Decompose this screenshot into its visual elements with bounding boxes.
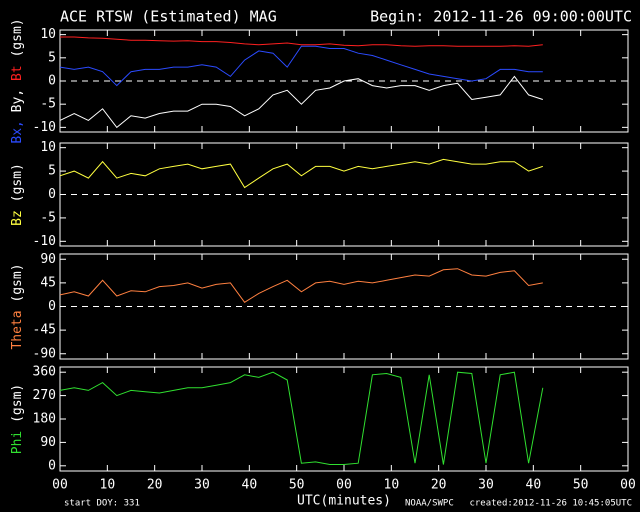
x-tick-label: 30 — [478, 478, 494, 493]
y-tick-label: 0 — [48, 458, 56, 473]
y-tick-label: 5 — [48, 164, 56, 179]
series-line — [59, 268, 543, 303]
y-axis-label-part: Bt — [10, 65, 25, 81]
y-tick-label: 360 — [33, 365, 56, 380]
series-line — [59, 45, 543, 87]
chart-title: ACE RTSW (Estimated) MAG — [60, 8, 277, 26]
y-tick-label: 180 — [33, 412, 56, 427]
y-axis-label: Bz (gsm) — [10, 163, 25, 226]
x-tick-label: 40 — [526, 478, 542, 493]
footer-text: start DOY: 331 — [64, 499, 140, 509]
y-tick-label: 0 — [48, 187, 56, 202]
chart-subtitle: Begin: 2012-11-26 09:00:00UTC — [370, 8, 632, 26]
y-tick-label: 0 — [48, 74, 56, 89]
y-tick-label: -5 — [40, 97, 56, 112]
y-axis-label-part: Bx, — [10, 120, 25, 143]
x-tick-label: 20 — [147, 478, 163, 493]
y-tick-label: 10 — [40, 27, 56, 42]
series-line — [59, 75, 543, 129]
x-tick-label: 00 — [52, 478, 68, 493]
y-tick-label: 10 — [40, 140, 56, 155]
series-line — [60, 36, 543, 47]
y-axis-label-part: Bz — [10, 210, 25, 226]
x-tick-label: 30 — [194, 478, 210, 493]
y-tick-label: 90 — [40, 252, 56, 267]
y-tick-label: 45 — [40, 275, 56, 290]
footer-text: created:2012-11-26 10:45:05UTC — [469, 499, 632, 509]
x-tick-label: 10 — [100, 478, 116, 493]
y-tick-label: -10 — [33, 234, 56, 249]
x-tick-label: 00 — [336, 478, 352, 493]
y-axis-label-part: (gsm) — [10, 163, 25, 202]
x-axis-label: UTC(minutes) — [297, 494, 391, 509]
y-tick-label: 0 — [48, 299, 56, 314]
y-tick-label: -5 — [40, 210, 56, 225]
y-axis-label-part: (gsm) — [10, 18, 25, 57]
y-tick-label: -45 — [33, 323, 56, 338]
y-axis-label-part: By, — [10, 89, 25, 112]
series-line — [59, 158, 543, 189]
y-axis-label: Phi (gsm) — [10, 384, 25, 454]
series-line — [59, 371, 544, 465]
y-tick-label: 90 — [40, 435, 56, 450]
y-axis-label: Bx, By, Bt (gsm) — [10, 18, 25, 143]
x-tick-label: 50 — [573, 478, 589, 493]
x-tick-label: 50 — [289, 478, 305, 493]
x-tick-label: 10 — [384, 478, 400, 493]
x-tick-label: 40 — [242, 478, 258, 493]
y-axis-label-part: (gsm) — [10, 384, 25, 423]
y-axis-label-part: Phi — [10, 431, 25, 454]
x-tick-label: 20 — [431, 478, 447, 493]
y-tick-label: -90 — [33, 346, 56, 361]
y-tick-label: 5 — [48, 50, 56, 65]
footer-text: NOAA/SWPC — [405, 499, 454, 509]
x-tick-label: 00 — [620, 478, 636, 493]
y-axis-label-part: (gsm) — [10, 263, 25, 302]
y-axis-label-part: Theta — [10, 310, 25, 349]
y-axis-label: Theta (gsm) — [10, 263, 25, 349]
y-tick-label: -10 — [33, 120, 56, 135]
y-tick-label: 270 — [33, 388, 56, 403]
